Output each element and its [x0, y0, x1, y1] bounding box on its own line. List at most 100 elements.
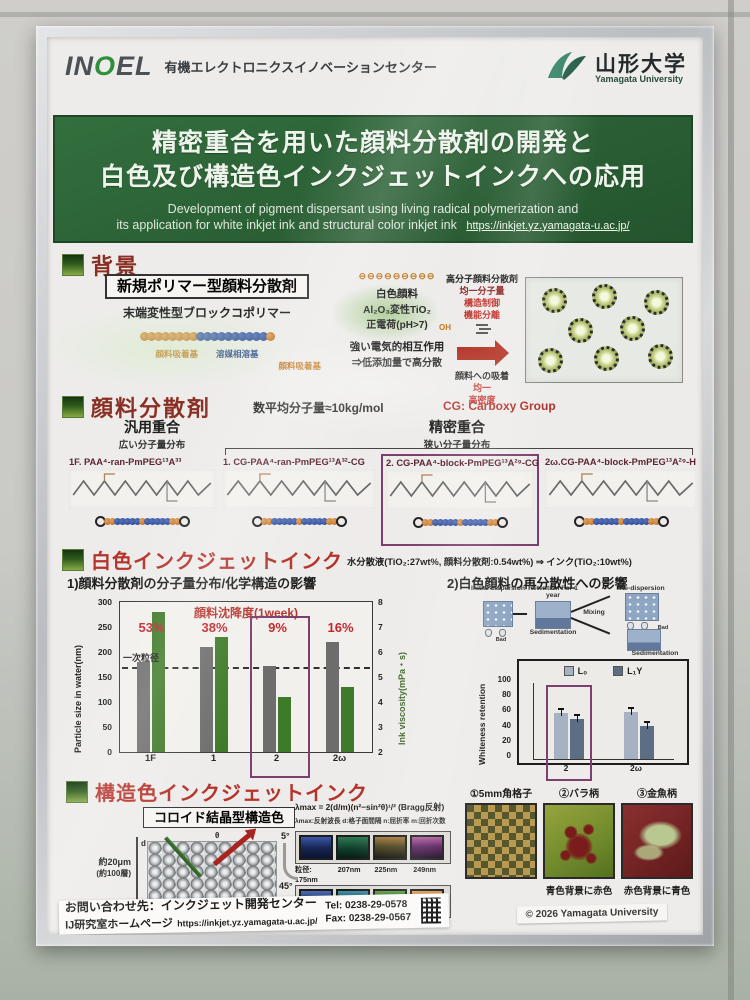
theta-label: θ [215, 831, 220, 840]
research-poster: INOEL 有機エレクトロニクスイノベーションセンター 山形大学 Yamagat… [47, 37, 703, 935]
white-pigment-diagram: ⊖⊖⊖⊖⊖⊖⊖⊖⊖ 白色顔料 Al₂O₃変性TiO₂ 正電荷(pH>7) OH … [327, 271, 467, 369]
title-ja-line1: 精密重合を用いた顔料分散剤の開発と [151, 129, 594, 157]
colloid-label-box: コロイド結晶型構造色 [143, 807, 296, 828]
droplet-icon [485, 629, 492, 637]
panel-1: 1. CG-PAA⁴-ran-PmPEG¹³A³²-CG [223, 457, 375, 549]
dispersant-benefits: 高分子顔料分散剤 均一分子量 構造制御 機能分離 顔料への吸着 均一 高密度 [445, 273, 519, 406]
d-spacing-label: d [141, 839, 146, 848]
pigment-composition: Al₂O₃変性TiO₂ [363, 305, 431, 316]
precision-polymerization: 精密重合 狭い分子量分布 [377, 417, 537, 451]
size-249: 249nm [413, 865, 437, 874]
sedimentation-label-1: Sedimentation [529, 629, 577, 636]
chart1-categories: 1F 1 2 2ω [144, 753, 347, 764]
swatch-5-175nm [299, 835, 333, 860]
conventional-label: 汎用重合 [124, 419, 180, 435]
experiment-2-title: 2)白色顔料の再分散性への影響 [447, 576, 628, 591]
section-dispersant: 顔料分散剤 [63, 391, 211, 423]
bragg-equation: λmax = 2(d/m)(n²−sin²θ)¹/² (Bragg反射) [295, 802, 445, 812]
pigment-name: 白色顔料 [376, 288, 418, 300]
dispersant-concept: 新規ポリマー型顔料分散剤 末端変性型ブロックコポリマー 顔料吸着基 溶媒相溶基 … [87, 274, 327, 372]
panel-1-beads [223, 513, 375, 531]
sphere-stack [147, 841, 277, 901]
university-logo: 山形大学 Yamagata University [545, 49, 687, 88]
sample-rose-caption: 青色背景に赤色 [545, 886, 613, 897]
university-name-ja: 山形大学 [595, 52, 687, 76]
redispersion-label: Re-dispersion [619, 585, 665, 592]
connector [513, 613, 527, 615]
chart2-plot [533, 683, 674, 760]
section-structural-title: 構造色インクジェットインク [95, 783, 368, 805]
section-square-icon [63, 397, 83, 417]
high-density-label: 高密度 [468, 394, 496, 405]
redispersion-diagram: Initial dispersion Bad Retention For 1 y… [467, 585, 699, 651]
inoel-logo-o: O [94, 51, 117, 81]
experiment-1-title: 1)顔料分散剤の分子量分布/化学構造の影響 [67, 576, 317, 591]
layers-value: (約100層) [96, 868, 131, 878]
pigment-charge: 正電荷(pH>7) [366, 320, 428, 331]
new-polymer-dispersant-label: 新規ポリマー型顔料分散剤 [104, 274, 309, 299]
copyright: © 2026 Yamagata University [516, 903, 668, 924]
section-white-ink-title: 白色インクジェットインク [91, 551, 343, 573]
window-frame-line [728, 0, 734, 1000]
sample-rose: ②バラ柄 青色背景に赤色 [543, 785, 615, 897]
retention-box [535, 601, 571, 629]
panel-1-structure [223, 469, 375, 509]
title-url-link[interactable]: https://inkjet.yz.yamagata-u.ac.jp/ [466, 219, 630, 232]
sample-rose-label: ②バラ柄 [559, 789, 599, 800]
bad-label-2: Bad [657, 625, 669, 631]
colloid-label: コロイド結晶型構造色 [143, 807, 296, 828]
particle-size-chart: Particle size in water(nm) 300 250 200 150 1… [71, 595, 439, 778]
poster-header: INOEL 有機エレクトロニクスイノベーションセンター [65, 51, 437, 82]
qr-code [418, 895, 444, 926]
squiggle-icon [445, 323, 519, 338]
sedimentation-label-2: Sedimentation [631, 650, 679, 657]
chart1-yticks: 300 250 200 150 100 50 0 [97, 597, 112, 757]
sedimentation-box [627, 629, 661, 651]
yamagata-leaf-icon [545, 49, 589, 88]
redispersion-box [625, 593, 659, 621]
panel-2-highlighted: 2. CG-PAA⁴-block-PmPEG¹³A²⁹-CG [381, 454, 539, 546]
conventional-polymerization: 汎用重合 広い分子量分布 [77, 417, 227, 451]
background-content: 新規ポリマー型顔料分散剤 末端変性型ブロックコポリマー 顔料吸着基 溶媒相溶基 … [47, 271, 703, 405]
adsorption-label: 顔料への吸着 [454, 370, 509, 381]
chart1-ylabel: Particle size in water(nm) [73, 644, 83, 753]
equation-legend: λmax:反射波長 d:格子面間隔 n:屈折率 m:回折次数 [295, 818, 446, 825]
thickness-value: 約20μm [98, 857, 131, 867]
size-225: 225nm [374, 865, 398, 874]
sample-goldfish-label: ③金魚柄 [637, 789, 677, 800]
poster-frame: INOEL 有機エレクトロニクスイノベーションセンター 山形大学 Yamagat… [36, 26, 714, 946]
arrow-right-icon [457, 340, 509, 366]
bracket [225, 448, 693, 455]
fax-number: Fax: 0238-29-0567 [325, 911, 412, 925]
swatch-row-5deg [295, 831, 451, 864]
angle-5-label: 5° [281, 831, 290, 841]
panel-2-structure [386, 470, 534, 510]
title-en: Development of pigment dispersant using … [55, 201, 691, 234]
chart2-legend: L₀ L₁Y [519, 666, 687, 676]
droplet-icon [499, 629, 506, 637]
chart2-frame: L₀ L₁Y [517, 659, 689, 765]
sample-rose-image [543, 803, 615, 879]
panel-1F-label: 1F. PAA⁴-ran-PmPEG¹³A³³ [69, 457, 182, 467]
panel-1F-beads [69, 513, 215, 531]
molecular-weight-label: 数平均分子量≈10kg/mol [253, 401, 384, 415]
inoel-logo: INOEL [65, 51, 153, 82]
panel-2w-structure [545, 469, 697, 509]
section-square-icon [63, 549, 83, 570]
inoel-logo-part2: EL [116, 51, 153, 81]
contact-strip: お問い合わせ先：インクジェット開発センター IJ研究室ホームページ https:… [58, 893, 450, 935]
homepage-url-link[interactable]: https://inkjet.yz.yamagata-u.ac.jp/ [177, 915, 318, 929]
cg-definition: CG: Carboxy Group [443, 399, 556, 413]
bad-label: Bad [495, 637, 507, 643]
polymer-panels: 1F. PAA⁴-ran-PmPEG¹³A³³ 1. CG-PAA⁴-ran-P… [47, 454, 703, 553]
panel-1F: 1F. PAA⁴-ran-PmPEG¹³A³³ [69, 457, 215, 549]
sample-goldfish-caption: 赤色背景に青色 [623, 886, 691, 897]
conventional-sub: 広い分子量分布 [118, 440, 186, 451]
uniform-label: 均一 [472, 382, 491, 393]
title-banner: 精密重合を用いた顔料分散剤の開発と 白色及び構造色インクジェットインクへの応用 … [53, 115, 693, 243]
section-structural: 構造色インクジェットインク [67, 777, 368, 806]
structure-control-label: 構造制御 [463, 298, 500, 309]
size-175: 粒径: 175nm [295, 865, 318, 884]
inoel-logo-part1: IN [65, 51, 94, 81]
swatch-5-249nm [410, 835, 444, 860]
